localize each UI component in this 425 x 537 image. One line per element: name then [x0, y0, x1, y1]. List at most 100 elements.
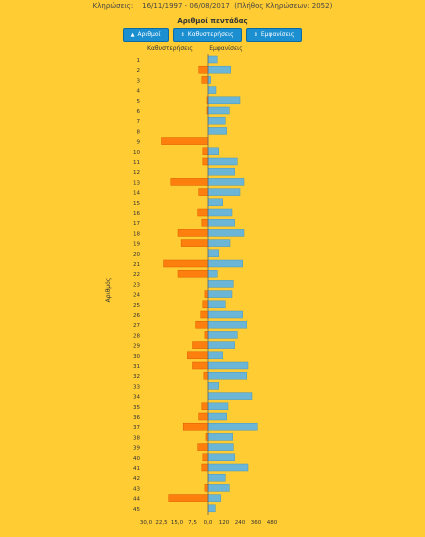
appearance-bar[interactable] — [207, 106, 230, 115]
delay-bar[interactable] — [197, 208, 209, 217]
tick-labels: 30,0 22,5 15,0 7,5 0,0 120 240 360 480 — [140, 520, 278, 526]
delay-bar[interactable] — [182, 422, 209, 431]
appearance-bar[interactable] — [207, 259, 243, 268]
appearance-bar[interactable] — [207, 310, 243, 319]
appearance-bar[interactable] — [207, 300, 226, 309]
category-label: 8 — [137, 129, 141, 135]
appearance-bar[interactable] — [207, 218, 235, 227]
appearance-bar[interactable] — [207, 239, 231, 247]
appearance-bar[interactable] — [207, 157, 238, 166]
delay-bar[interactable] — [168, 494, 209, 502]
delay-bar[interactable] — [170, 178, 209, 186]
appearance-bar[interactable] — [207, 422, 258, 431]
delay-bar[interactable] — [187, 351, 209, 360]
appearance-bar[interactable] — [207, 361, 249, 370]
appearance-bar[interactable] — [207, 249, 219, 258]
appearance-bar[interactable] — [207, 494, 221, 502]
delay-bar[interactable] — [202, 453, 209, 462]
appearance-bar[interactable] — [207, 320, 247, 329]
delay-bar[interactable] — [197, 443, 209, 451]
category-label: 44 — [133, 497, 140, 503]
appearance-bar[interactable] — [207, 188, 241, 196]
delay-bar[interactable] — [161, 137, 209, 145]
appearance-bar[interactable] — [207, 198, 223, 207]
appearance-bar[interactable] — [207, 433, 233, 441]
appearance-bar[interactable] — [207, 453, 235, 462]
appearance-bar[interactable] — [207, 127, 227, 135]
category-label: 18 — [133, 231, 140, 237]
category-label: 23 — [133, 282, 140, 288]
appearance-bar[interactable] — [207, 116, 226, 125]
category-label: 17 — [133, 221, 140, 227]
delay-bar[interactable] — [201, 76, 209, 84]
sort-by-number-button[interactable]: ▲ Αριθμοί — [122, 28, 169, 42]
category-label: 14 — [133, 191, 140, 197]
delay-bar[interactable] — [192, 341, 209, 349]
category-label: 29 — [133, 344, 140, 350]
delay-bar[interactable] — [204, 290, 209, 298]
left-tick-label: 7,5 — [188, 520, 197, 526]
category-label: 26 — [133, 313, 140, 319]
category-label: 9 — [137, 140, 141, 146]
appearance-bar[interactable] — [207, 55, 218, 64]
delay-bar[interactable] — [195, 320, 209, 329]
appearance-bar[interactable] — [207, 167, 235, 176]
delay-bar[interactable] — [198, 412, 209, 421]
delay-bar[interactable] — [177, 229, 209, 237]
appearance-bar[interactable] — [207, 65, 231, 74]
delay-bar[interactable] — [204, 484, 209, 492]
appearance-bar[interactable] — [207, 504, 216, 513]
appearance-bar[interactable] — [207, 463, 249, 472]
appearance-bar[interactable] — [207, 147, 219, 156]
appearance-bar[interactable] — [207, 371, 247, 380]
appearance-bar[interactable] — [207, 484, 230, 492]
category-label: 13 — [133, 180, 140, 186]
delay-bar[interactable] — [198, 65, 209, 74]
appearance-bar[interactable] — [207, 331, 238, 339]
appearance-bar[interactable] — [207, 208, 233, 217]
appearance-bar[interactable] — [207, 96, 241, 105]
appearance-bar[interactable] — [207, 443, 234, 451]
sort-by-delay-label: Καθυστερήσεις — [187, 31, 234, 38]
sort-by-appearance-button[interactable]: ⇕ Εμφανίσεις — [245, 28, 303, 42]
butterfly-bar-chart: Καθυστερήσεις Εμφανίσεις Αριθμός 1234567… — [105, 45, 278, 526]
sort-toolbar: ▲ Αριθμοί ⇕ Καθυστερήσεις ⇕ Εμφανίσεις — [0, 28, 425, 42]
left-tick-label: 15,0 — [171, 520, 184, 526]
category-label: 37 — [133, 425, 140, 431]
category-label: 38 — [133, 435, 140, 441]
appearance-bar[interactable] — [207, 178, 245, 186]
appearance-bar[interactable] — [207, 392, 253, 400]
appearance-bar[interactable] — [207, 341, 235, 349]
category-label: 45 — [133, 507, 140, 513]
delay-bar[interactable] — [203, 371, 209, 380]
delay-bar[interactable] — [192, 361, 209, 370]
appearance-bar[interactable] — [207, 280, 234, 288]
delay-bar[interactable] — [202, 300, 209, 309]
appearance-bar[interactable] — [207, 412, 227, 421]
appearance-bar[interactable] — [207, 269, 218, 278]
appearance-bar[interactable] — [207, 86, 217, 94]
category-label: 6 — [137, 109, 141, 115]
appearance-bar[interactable] — [207, 229, 245, 237]
delay-bar[interactable] — [163, 259, 209, 268]
delay-bar[interactable] — [202, 157, 209, 166]
appearance-bar[interactable] — [207, 351, 223, 360]
delay-bar[interactable] — [202, 147, 209, 156]
appearance-bar[interactable] — [207, 402, 229, 411]
sort-by-delay-button[interactable]: ⇕ Καθυστερήσεις — [172, 28, 242, 42]
right-tick-label: 240 — [235, 520, 246, 526]
delay-bar[interactable] — [201, 402, 209, 411]
delay-bar[interactable] — [177, 269, 209, 278]
appearance-bar[interactable] — [207, 290, 233, 298]
appearance-bar[interactable] — [207, 473, 226, 482]
delay-bar[interactable] — [204, 331, 209, 339]
right-tick-label: 120 — [219, 520, 230, 526]
delay-bar[interactable] — [198, 188, 209, 196]
delay-bar[interactable] — [201, 218, 209, 227]
appearance-bar[interactable] — [207, 382, 219, 390]
delay-bar[interactable] — [200, 310, 209, 319]
delay-bar[interactable] — [201, 463, 209, 472]
delay-bar[interactable] — [180, 239, 209, 247]
category-label: 22 — [133, 272, 140, 278]
category-label: 30 — [133, 354, 140, 360]
